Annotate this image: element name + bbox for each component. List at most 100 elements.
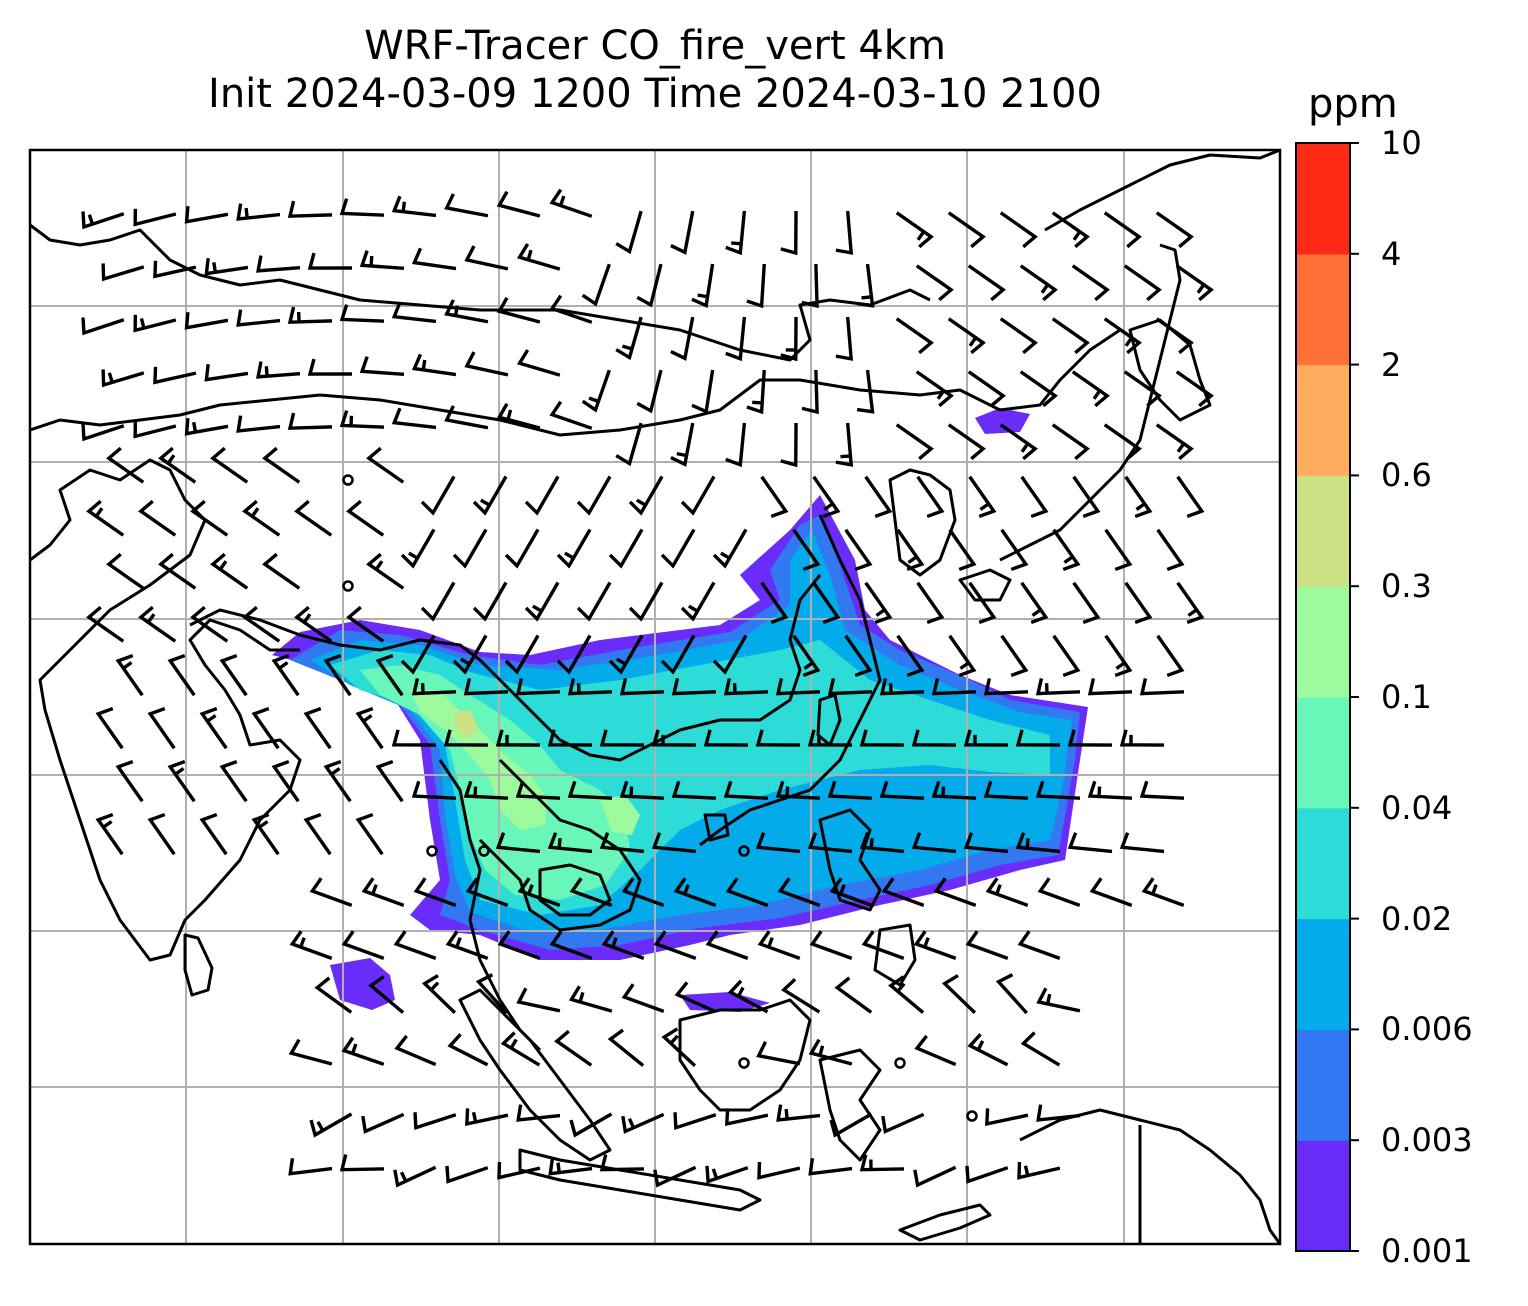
- wind-barb: [621, 983, 665, 1013]
- borneo: [678, 998, 812, 1112]
- wind-barb: [445, 930, 489, 960]
- wind-barb: [556, 528, 592, 569]
- wind-barb: [599, 729, 645, 747]
- wind-barbs: [81, 188, 1214, 1188]
- wind-barb: [444, 193, 489, 218]
- wind-barb: [1175, 370, 1214, 408]
- wind-barb: [496, 190, 541, 218]
- wind-barb: [913, 1165, 957, 1188]
- wind-barb: [1015, 832, 1061, 854]
- wind-barb: [413, 877, 457, 907]
- wind-barb: [190, 605, 229, 643]
- wind-barb: [184, 418, 229, 436]
- wind-barb: [1155, 211, 1194, 249]
- wind-barb: [760, 475, 789, 519]
- wind-barb: [725, 422, 747, 468]
- wind-barb: [968, 581, 997, 625]
- sulawesi: [818, 1048, 882, 1162]
- wind-barb: [1139, 678, 1185, 696]
- wind-barb: [895, 317, 934, 355]
- wind-barb: [661, 1027, 697, 1067]
- wind-barb: [725, 1108, 769, 1127]
- wind-barb: [411, 247, 457, 271]
- wind-barb: [829, 877, 873, 907]
- colorbar-segment: [1296, 918, 1350, 1030]
- wind-barb: [463, 678, 509, 696]
- wind-barb: [549, 294, 593, 324]
- wind-barb: [133, 208, 177, 227]
- wind-barb: [777, 877, 821, 907]
- wind-barb: [339, 1154, 385, 1172]
- wind-barb: [262, 552, 301, 590]
- hainan: [703, 813, 730, 842]
- wind-barb: [808, 1158, 853, 1176]
- wind-barb: [1087, 678, 1133, 696]
- wind-barb: [792, 528, 821, 572]
- wind-barb: [985, 1108, 1029, 1127]
- wind-barb: [1052, 634, 1081, 678]
- wind-barb: [153, 260, 197, 279]
- wind-barb: [339, 304, 385, 323]
- wind-barb: [115, 759, 144, 803]
- wind-barb: [983, 780, 1029, 800]
- colorbar-segment: [1296, 1140, 1350, 1252]
- wind-barb: [464, 245, 509, 271]
- wind-barb: [339, 410, 385, 429]
- wind-barb: [861, 930, 905, 960]
- wind-barb: [916, 475, 945, 519]
- wind-barb: [236, 309, 281, 327]
- wind-barb: [463, 780, 509, 800]
- wind-barb: [413, 1112, 457, 1131]
- wind-barb: [1036, 1104, 1081, 1122]
- wind-barb: [452, 528, 488, 569]
- wind-barb: [101, 263, 145, 282]
- wind-barb: [86, 605, 125, 643]
- wind-barb: [607, 1028, 645, 1067]
- wind-barb: [999, 423, 1038, 461]
- wind-barb: [780, 316, 798, 362]
- wind-barb: [1176, 581, 1205, 625]
- wind-barb: [1019, 370, 1058, 408]
- wind-barb: [1104, 528, 1133, 572]
- wind-barb: [601, 930, 645, 960]
- wind-barb: [242, 499, 281, 537]
- wind-barb: [621, 1112, 665, 1134]
- wind-barb: [965, 1165, 1009, 1184]
- wind-barb: [1089, 877, 1133, 907]
- wind-barb: [859, 729, 905, 747]
- wind-barb: [452, 634, 488, 675]
- wind-barb: [495, 729, 541, 747]
- wind-barb: [366, 446, 405, 484]
- wind-barb: [985, 877, 1029, 907]
- wind-barb: [673, 1112, 717, 1131]
- wind-barb: [1103, 423, 1142, 461]
- wind-barb: [888, 975, 925, 1014]
- wind-barb: [615, 422, 643, 467]
- wind-barb: [809, 930, 853, 960]
- wind-barb: [524, 475, 560, 516]
- colorbar-tick-label: 4: [1381, 234, 1402, 273]
- colorbar-segment: [1296, 586, 1350, 698]
- wind-barb: [236, 203, 281, 221]
- colorbar-segment: [1296, 1029, 1350, 1141]
- wind-barb: [775, 780, 821, 800]
- colorbar-tick-label: 0.3: [1381, 567, 1432, 606]
- wind-barb: [500, 1031, 541, 1067]
- wind-barb: [294, 499, 333, 537]
- japan-coast: [999, 243, 1182, 562]
- wind-barb: [1020, 1031, 1061, 1067]
- wind-barb: [81, 317, 125, 336]
- wind-barb: [517, 877, 561, 907]
- wind-barb: [599, 832, 645, 854]
- wind-barb: [1155, 317, 1194, 355]
- wind-barb: [895, 211, 934, 249]
- wind-barb: [569, 877, 613, 907]
- wind-barb-calm: [966, 1110, 978, 1122]
- wind-barb: [660, 634, 696, 675]
- java: [518, 1148, 762, 1212]
- wind-barb: [1071, 370, 1110, 408]
- wind-barb: [549, 930, 593, 960]
- wind-barb: [636, 369, 663, 414]
- wind-barb: [391, 301, 437, 324]
- china-coast: [699, 514, 882, 847]
